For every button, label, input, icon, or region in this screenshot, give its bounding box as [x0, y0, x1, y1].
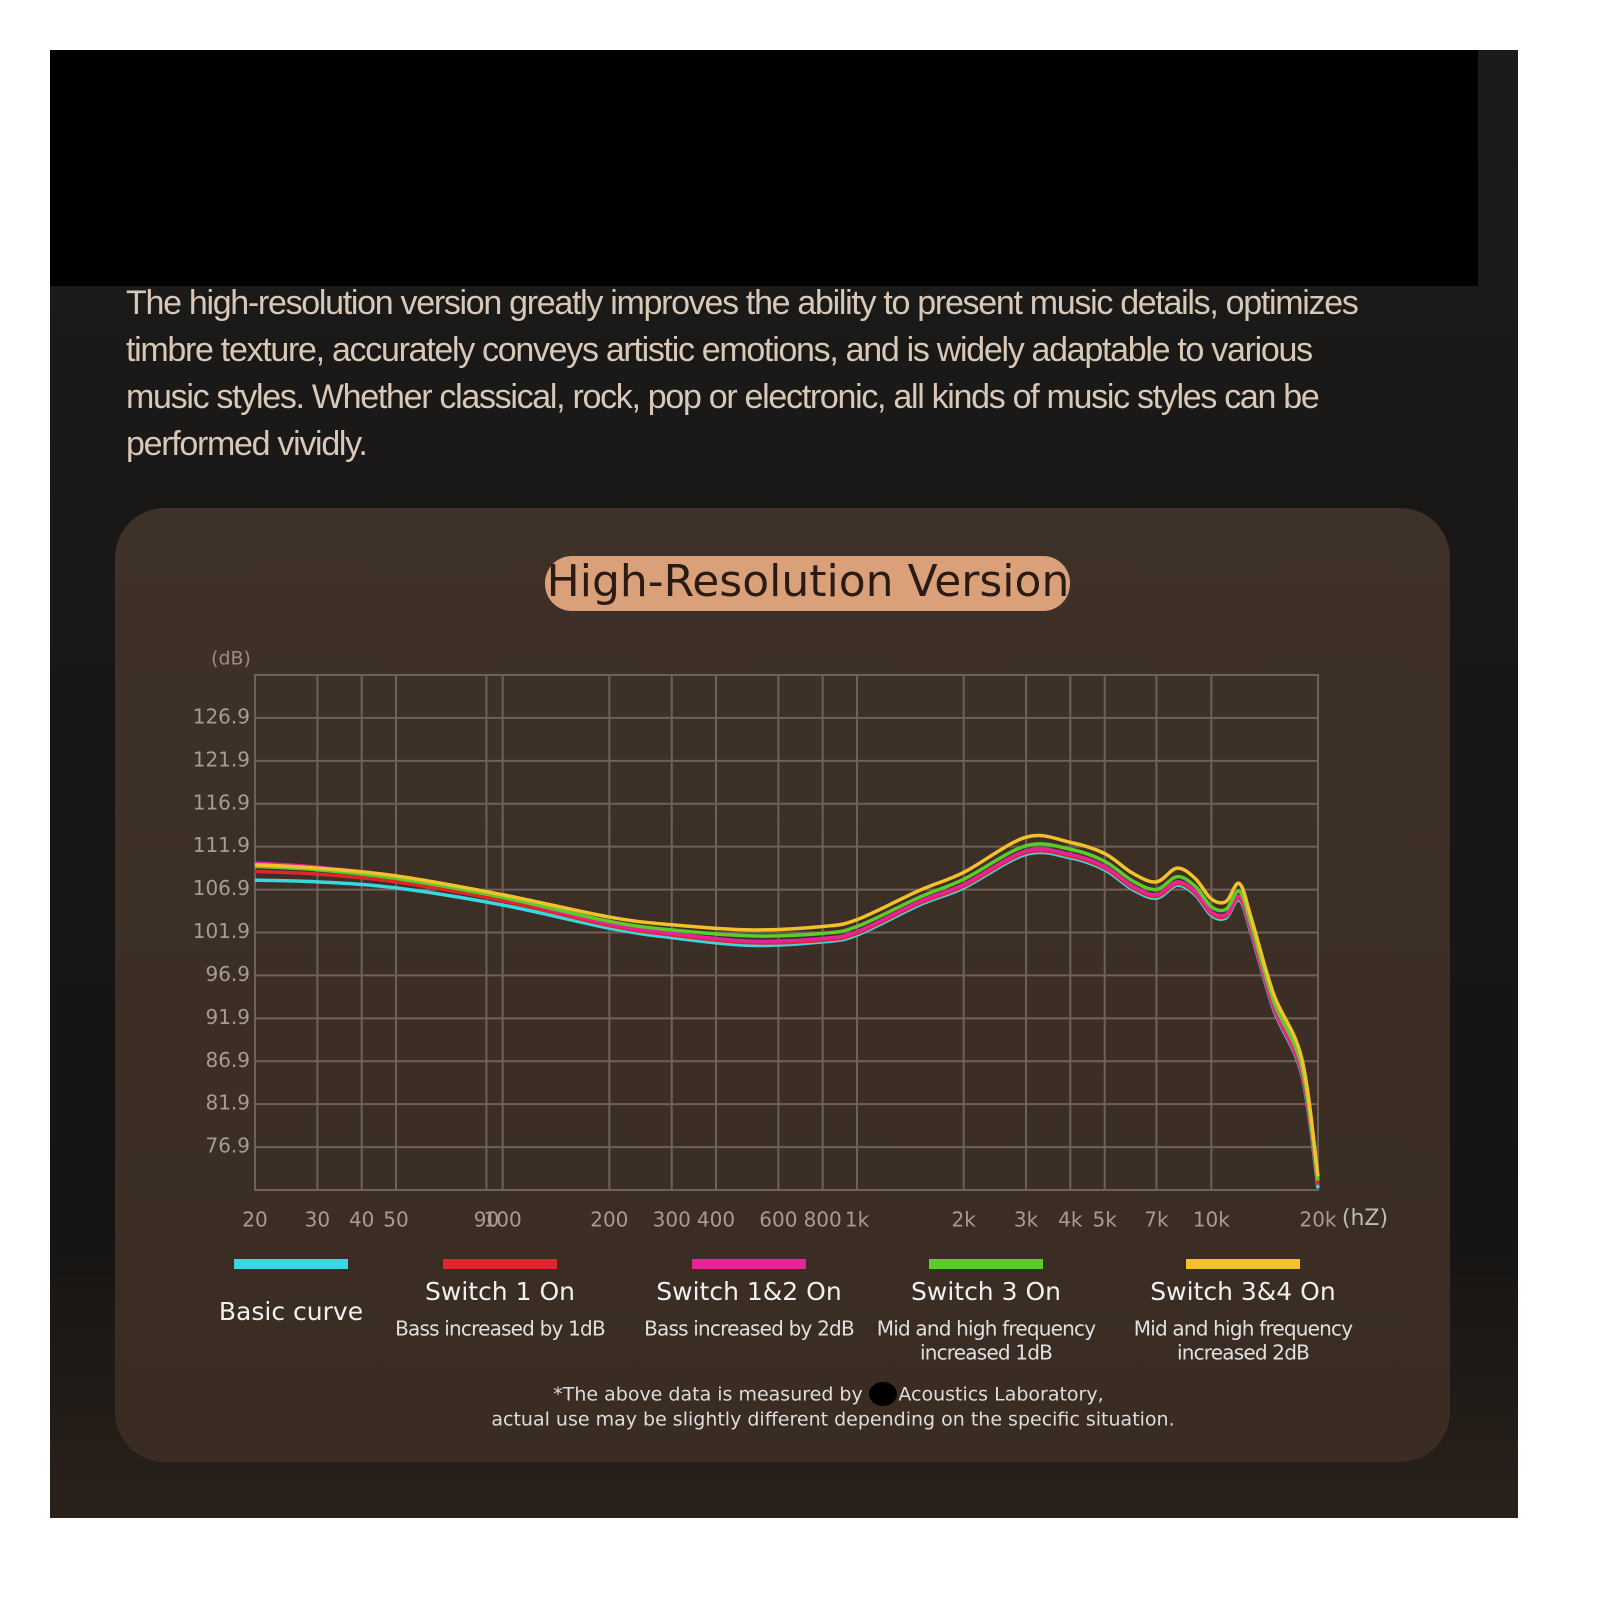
legend-note: Mid and high frequency: [1134, 1317, 1353, 1341]
x-tick-label: 600: [759, 1208, 797, 1232]
x-tick-label: 400: [697, 1208, 735, 1232]
legend-label: Basic curve: [219, 1297, 363, 1326]
x-tick-label: 7k: [1144, 1208, 1169, 1232]
y-tick-label: 126.9: [193, 704, 250, 728]
y-tick-label: 91.9: [205, 1005, 250, 1029]
y-tick-label: 116.9: [193, 790, 250, 814]
legend-note: Mid and high frequency: [877, 1317, 1096, 1341]
y-tick-label: 101.9: [193, 919, 250, 943]
legend-label: Switch 1 On: [425, 1277, 575, 1306]
series-line: [254, 842, 1320, 1181]
x-tick-label: 100: [484, 1208, 522, 1232]
y-tick-label: 76.9: [205, 1134, 250, 1158]
intro-line: The high-resolution version greatly impr…: [126, 284, 1359, 322]
series-line: [254, 833, 1320, 1177]
legend-label: Switch 3&4 On: [1150, 1277, 1335, 1306]
x-tick-label: 5k: [1093, 1208, 1118, 1232]
x-tick-label: 30: [305, 1208, 330, 1232]
x-tick-label: 90: [474, 1208, 499, 1232]
legend-label: Switch 1&2 On: [656, 1277, 841, 1306]
legend-note: Bass increased by 2dB: [644, 1317, 854, 1341]
chart-title: High-Resolution Version: [547, 556, 1070, 607]
x-tick-label: 300: [653, 1208, 691, 1232]
x-axis-label: (hZ): [1342, 1206, 1388, 1231]
footnote: Acoustics Laboratory,: [898, 1384, 1103, 1406]
x-tick-label: 40: [349, 1208, 374, 1232]
x-tick-label: 3k: [1014, 1208, 1039, 1232]
legend-swatch: [692, 1259, 806, 1269]
legend-note: increased 2dB: [1177, 1341, 1309, 1365]
x-tick-label: 20: [242, 1208, 267, 1232]
x-tick-label: 4k: [1058, 1208, 1083, 1232]
chart-panel: [115, 508, 1450, 1462]
redacted-logo: [869, 1382, 897, 1406]
y-tick-label: 106.9: [193, 876, 250, 900]
y-tick-label: 96.9: [205, 962, 250, 986]
y-axis-label: (dB): [211, 648, 251, 670]
x-tick-label: 50: [383, 1208, 408, 1232]
y-tick-label: 121.9: [193, 747, 250, 771]
legend-label: Switch 3 On: [911, 1277, 1061, 1306]
series-line: [254, 847, 1320, 1181]
y-tick-label: 81.9: [205, 1091, 250, 1115]
title-pill: [545, 556, 1070, 611]
x-tick-label: 10k: [1193, 1208, 1230, 1232]
legend-note: Bass increased by 1dB: [395, 1317, 605, 1341]
intro-line: music styles. Whether classical, rock, p…: [126, 378, 1320, 416]
legend-swatch: [234, 1259, 348, 1269]
y-tick-label: 86.9: [205, 1048, 250, 1072]
intro-line: performed vividly.: [126, 425, 368, 463]
x-tick-label: 200: [590, 1208, 628, 1232]
intro-line: timbre texture, accurately conveys artis…: [126, 331, 1313, 369]
intro-text: The high-resolution version greatly impr…: [126, 280, 1359, 468]
top-banner: [50, 50, 1478, 286]
legend-swatch: [929, 1259, 1043, 1269]
legend-swatch: [443, 1259, 557, 1269]
y-tick-label: 111.9: [193, 833, 250, 857]
x-tick-label: 800: [804, 1208, 842, 1232]
x-tick-label: 20k: [1299, 1208, 1336, 1232]
legend-swatch: [1186, 1259, 1300, 1269]
footnote: actual use may be slightly different dep…: [491, 1409, 1174, 1431]
x-tick-label: 2k: [952, 1208, 977, 1232]
x-tick-label: 1k: [845, 1208, 870, 1232]
footnote: *The above data is measured by: [553, 1384, 863, 1406]
legend-note: increased 1dB: [920, 1341, 1052, 1365]
